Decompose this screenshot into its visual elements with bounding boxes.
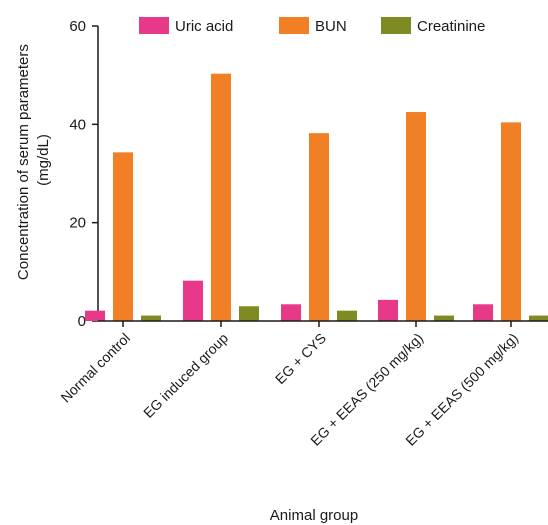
legend-label: Uric acid [175, 18, 233, 35]
bar-creatinine-4 [529, 315, 548, 321]
y-tick-label: 20 [69, 215, 86, 232]
bar-uric-acid-1 [183, 280, 203, 321]
bar-bun-3 [406, 112, 426, 322]
bar-bun-4 [501, 122, 521, 321]
bar-uric-acid-2 [281, 304, 301, 321]
bars [85, 73, 548, 322]
bar-uric-acid-3 [378, 299, 398, 321]
x-category-label: EG induced group [140, 330, 231, 421]
y-tick-label: 40 [69, 116, 86, 133]
bar-uric-acid-0 [85, 310, 105, 321]
bar-creatinine-2 [337, 310, 357, 321]
x-axis: Normal control EG induced group EG + CYS EG… [57, 320, 548, 449]
legend-label: Creatinine [417, 18, 485, 35]
bar-bun-0 [113, 152, 133, 321]
bar-bun-2 [309, 133, 329, 321]
legend-swatch [381, 17, 411, 34]
bar-creatinine-0 [141, 315, 161, 321]
bar-creatinine-3 [434, 315, 454, 321]
bar-uric-acid-4 [473, 304, 493, 321]
x-category-label: EG + EEAS (500 mg/kg) [402, 330, 521, 449]
y-axis-title: Concentration of serum parameters (mg/dL… [15, 40, 52, 280]
x-axis-title: Animal group [270, 507, 358, 524]
legend-label: BUN [315, 18, 347, 35]
legend: Uric acid BUN Creatinine [139, 17, 485, 35]
x-category-label: Normal control [57, 330, 133, 406]
legend-swatch [139, 17, 169, 34]
y-tick-label: 0 [78, 313, 86, 330]
y-axis: 0 20 40 60 [69, 18, 99, 330]
x-category-label: EG + CYS [272, 330, 329, 387]
bar-bun-1 [211, 73, 231, 321]
y-tick-label: 60 [69, 18, 86, 35]
legend-swatch [279, 17, 309, 34]
bar-creatinine-1 [239, 306, 259, 321]
